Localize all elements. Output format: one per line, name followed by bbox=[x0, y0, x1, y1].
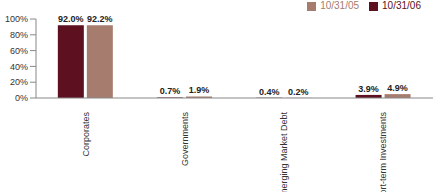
svg-text:4.9%: 4.9% bbox=[387, 83, 408, 93]
svg-text:0.4%: 0.4% bbox=[259, 87, 280, 97]
svg-text:1.9%: 1.9% bbox=[189, 85, 210, 95]
html-text:10/31/06: 10/31/06 bbox=[382, 0, 421, 11]
svg-text:0.7%: 0.7% bbox=[160, 86, 181, 96]
svg-text:100%: 100% bbox=[8, 14, 28, 24]
svg-text:92.2%: 92.2% bbox=[87, 14, 113, 24]
svg-text:Short-term Investments: Short-term Investments bbox=[378, 112, 388, 192]
svg-text:0%: 0% bbox=[15, 93, 28, 103]
svg-text:60%: 60% bbox=[10, 46, 28, 56]
svg-text:3.9%: 3.9% bbox=[358, 84, 379, 94]
svg-text:0.2%: 0.2% bbox=[288, 87, 309, 97]
svg-text:Emerging Market Debt: Emerging Market Debt bbox=[279, 112, 289, 192]
html-text:10/31/05: 10/31/05 bbox=[320, 0, 360, 11]
svg-text:Governments: Governments bbox=[180, 112, 190, 167]
svg-text:92.0%: 92.0% bbox=[58, 14, 84, 24]
svg-text:80%: 80% bbox=[10, 30, 28, 40]
svg-text:Corporates: Corporates bbox=[81, 112, 91, 157]
svg-text:20%: 20% bbox=[10, 77, 28, 87]
svg-text:40%: 40% bbox=[10, 62, 28, 72]
